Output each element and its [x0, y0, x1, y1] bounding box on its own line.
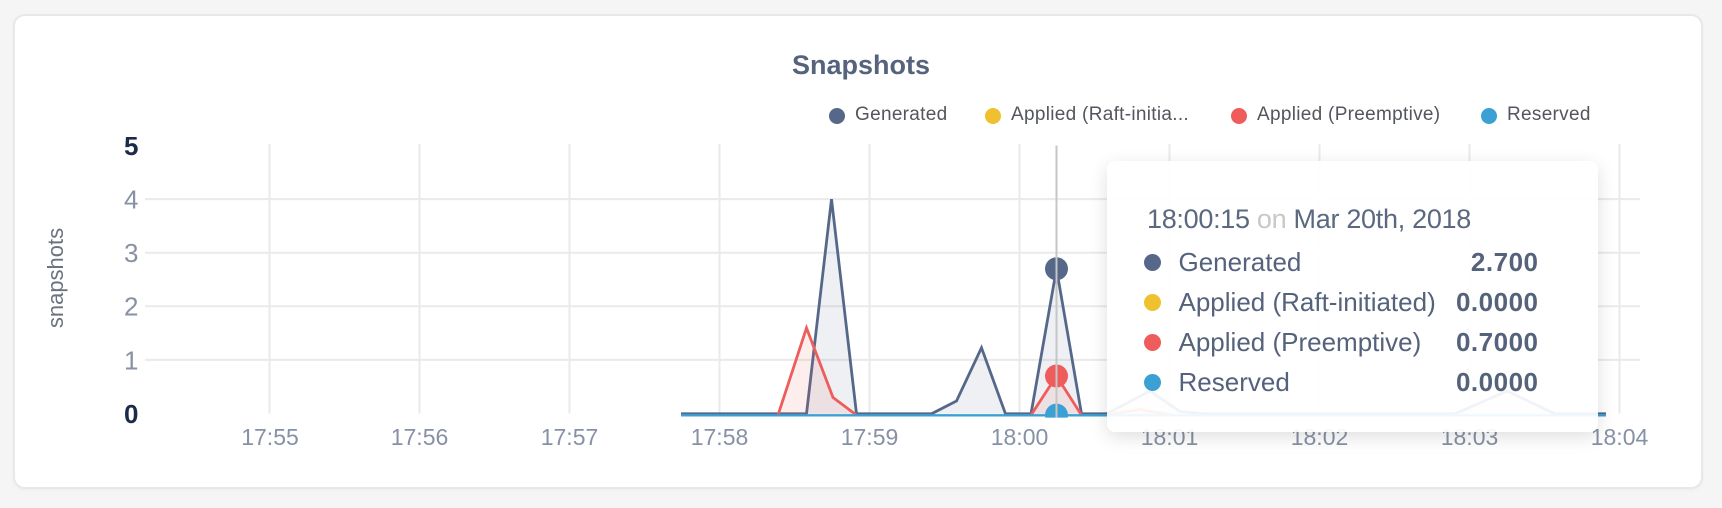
svg-text:3: 3: [124, 238, 138, 268]
svg-text:0: 0: [124, 399, 138, 429]
svg-text:snapshots: snapshots: [43, 228, 68, 328]
svg-text:1: 1: [124, 345, 138, 375]
svg-text:4: 4: [124, 185, 138, 215]
svg-text:2: 2: [124, 292, 138, 322]
svg-text:5: 5: [124, 131, 138, 161]
